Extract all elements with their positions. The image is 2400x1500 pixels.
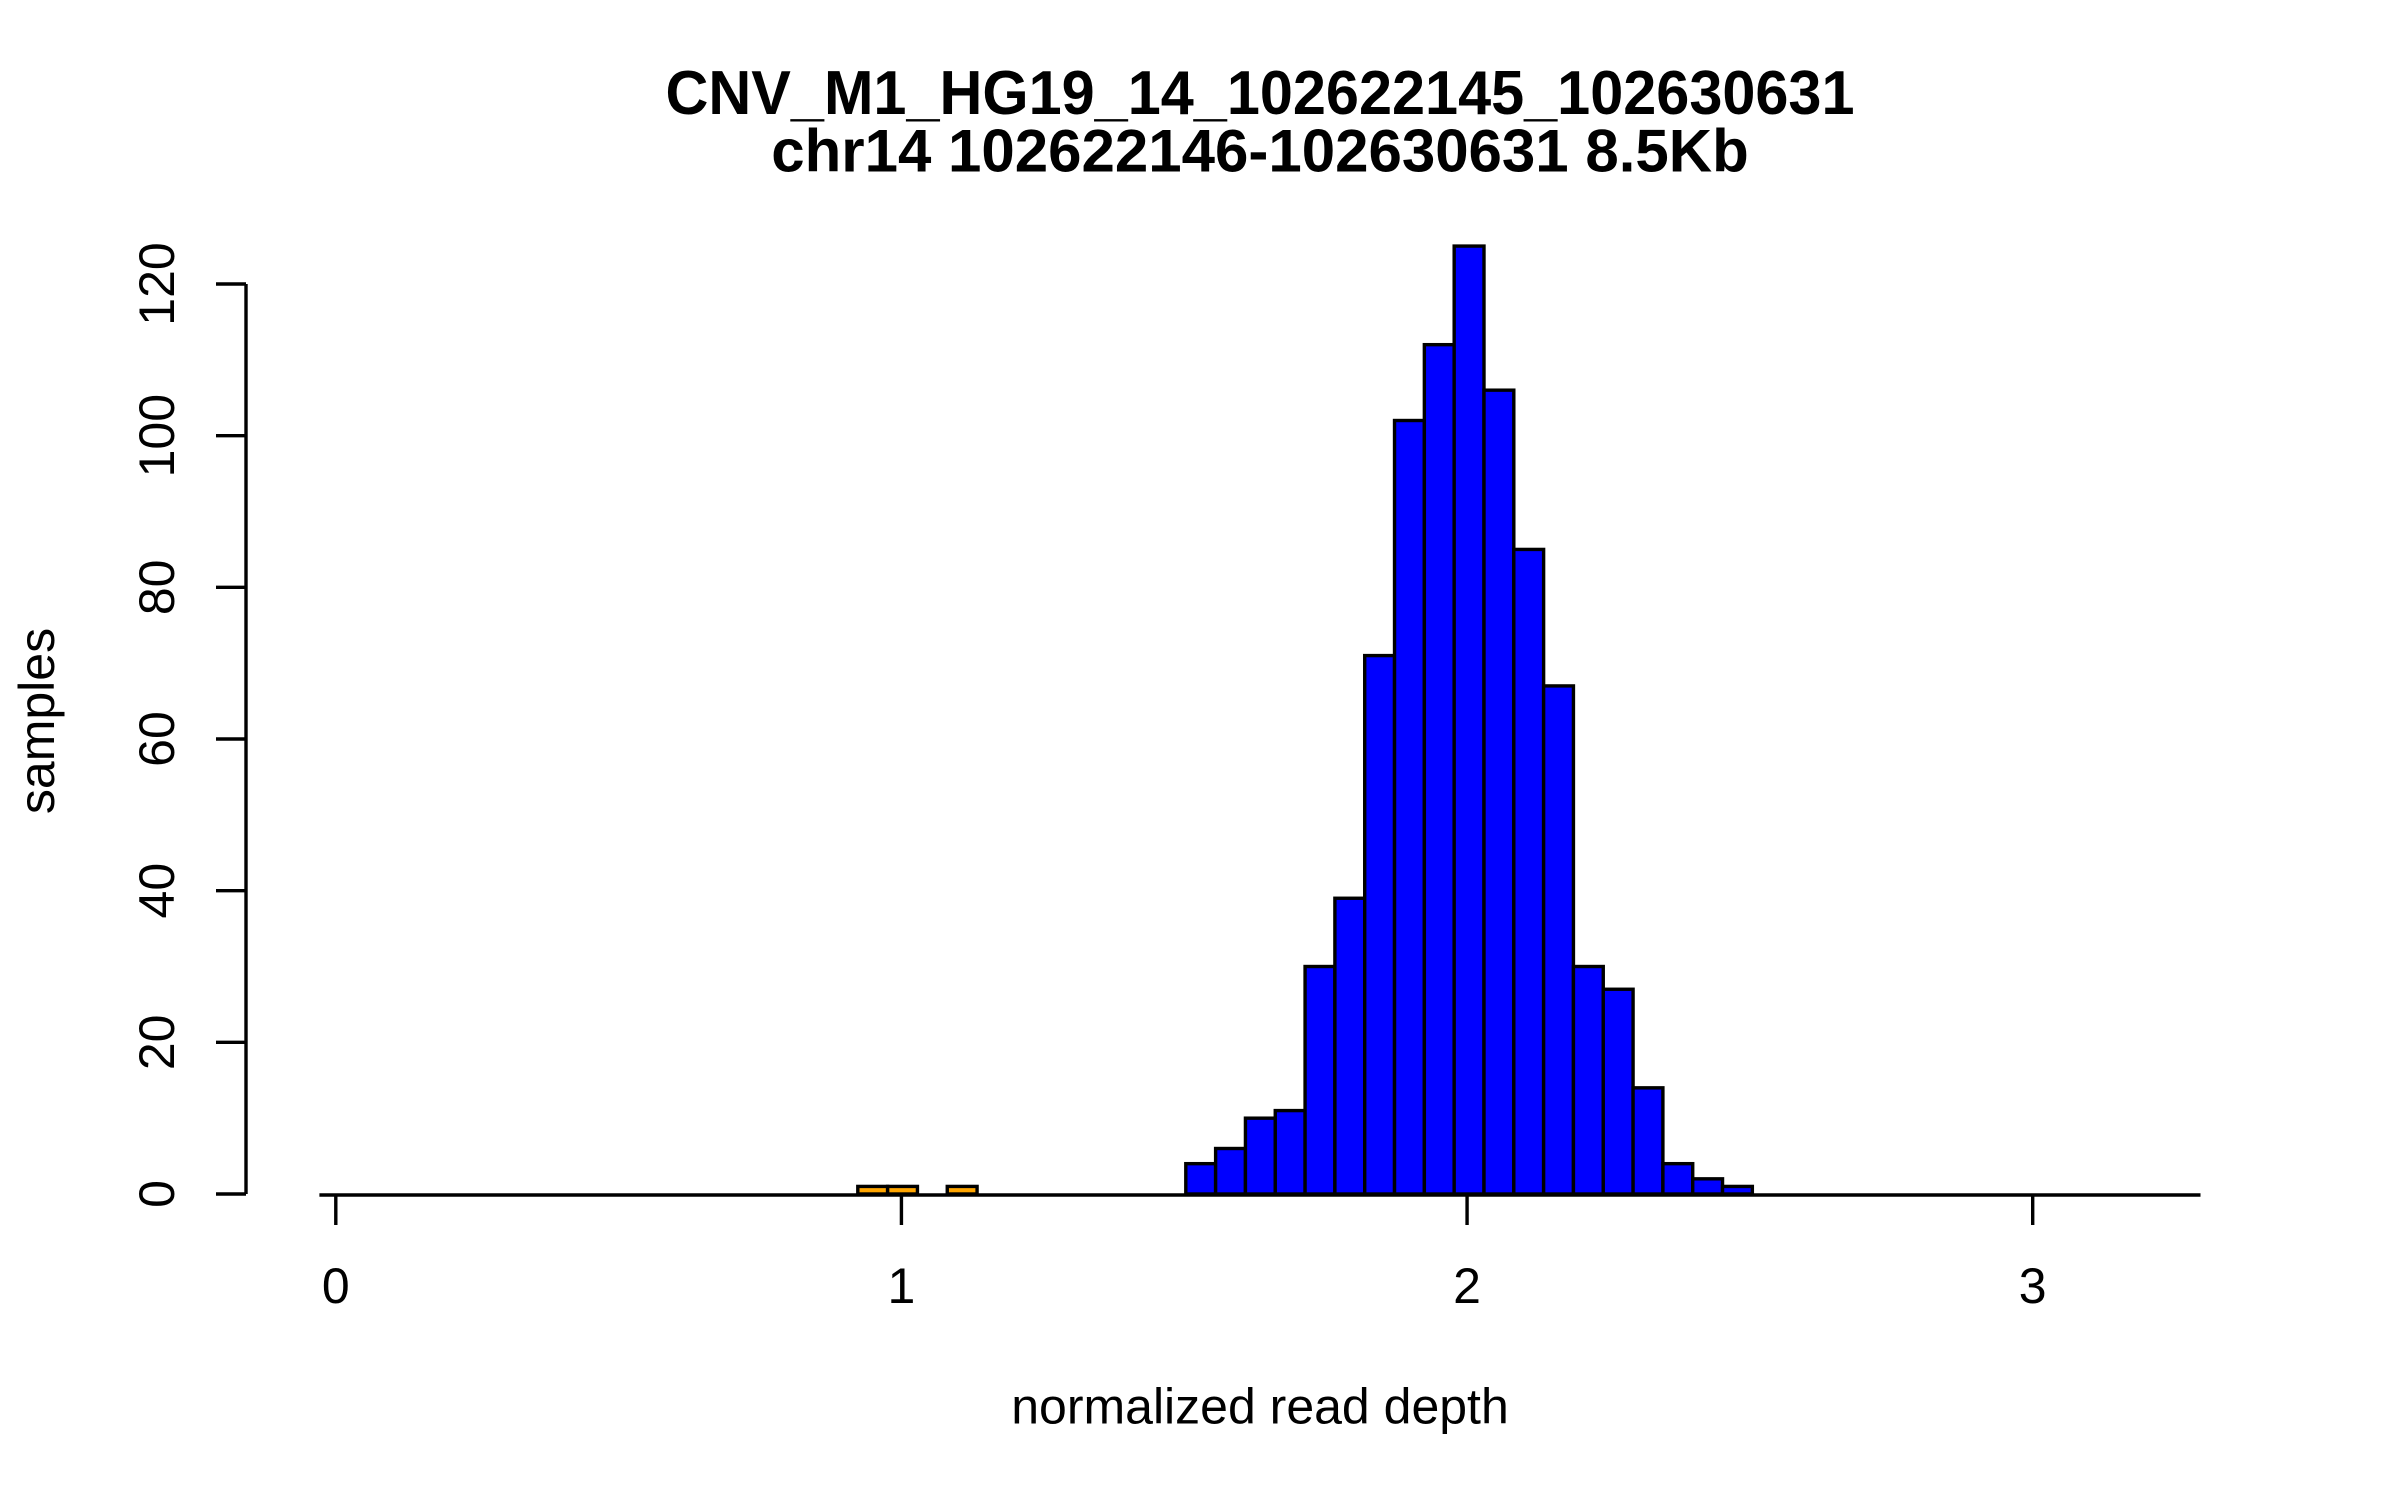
svg-text:1: 1 xyxy=(888,1258,916,1314)
svg-text:80: 80 xyxy=(129,560,185,616)
svg-text:120: 120 xyxy=(129,242,185,325)
svg-text:100: 100 xyxy=(129,394,185,477)
svg-text:chr14 102622146-102630631 8.5K: chr14 102622146-102630631 8.5Kb xyxy=(771,118,1748,185)
svg-text:3: 3 xyxy=(2019,1258,2047,1314)
svg-text:CNV_M1_HG19_14_102622145_10263: CNV_M1_HG19_14_102622145_102630631 xyxy=(666,59,1855,128)
svg-text:2: 2 xyxy=(1453,1258,1481,1314)
svg-text:0: 0 xyxy=(129,1180,185,1208)
svg-text:60: 60 xyxy=(129,711,185,767)
svg-text:40: 40 xyxy=(129,863,185,919)
svg-text:samples: samples xyxy=(9,628,65,814)
svg-text:normalized read depth: normalized read depth xyxy=(1011,1379,1509,1435)
svg-text:20: 20 xyxy=(129,1015,185,1071)
svg-text:0: 0 xyxy=(322,1258,350,1314)
